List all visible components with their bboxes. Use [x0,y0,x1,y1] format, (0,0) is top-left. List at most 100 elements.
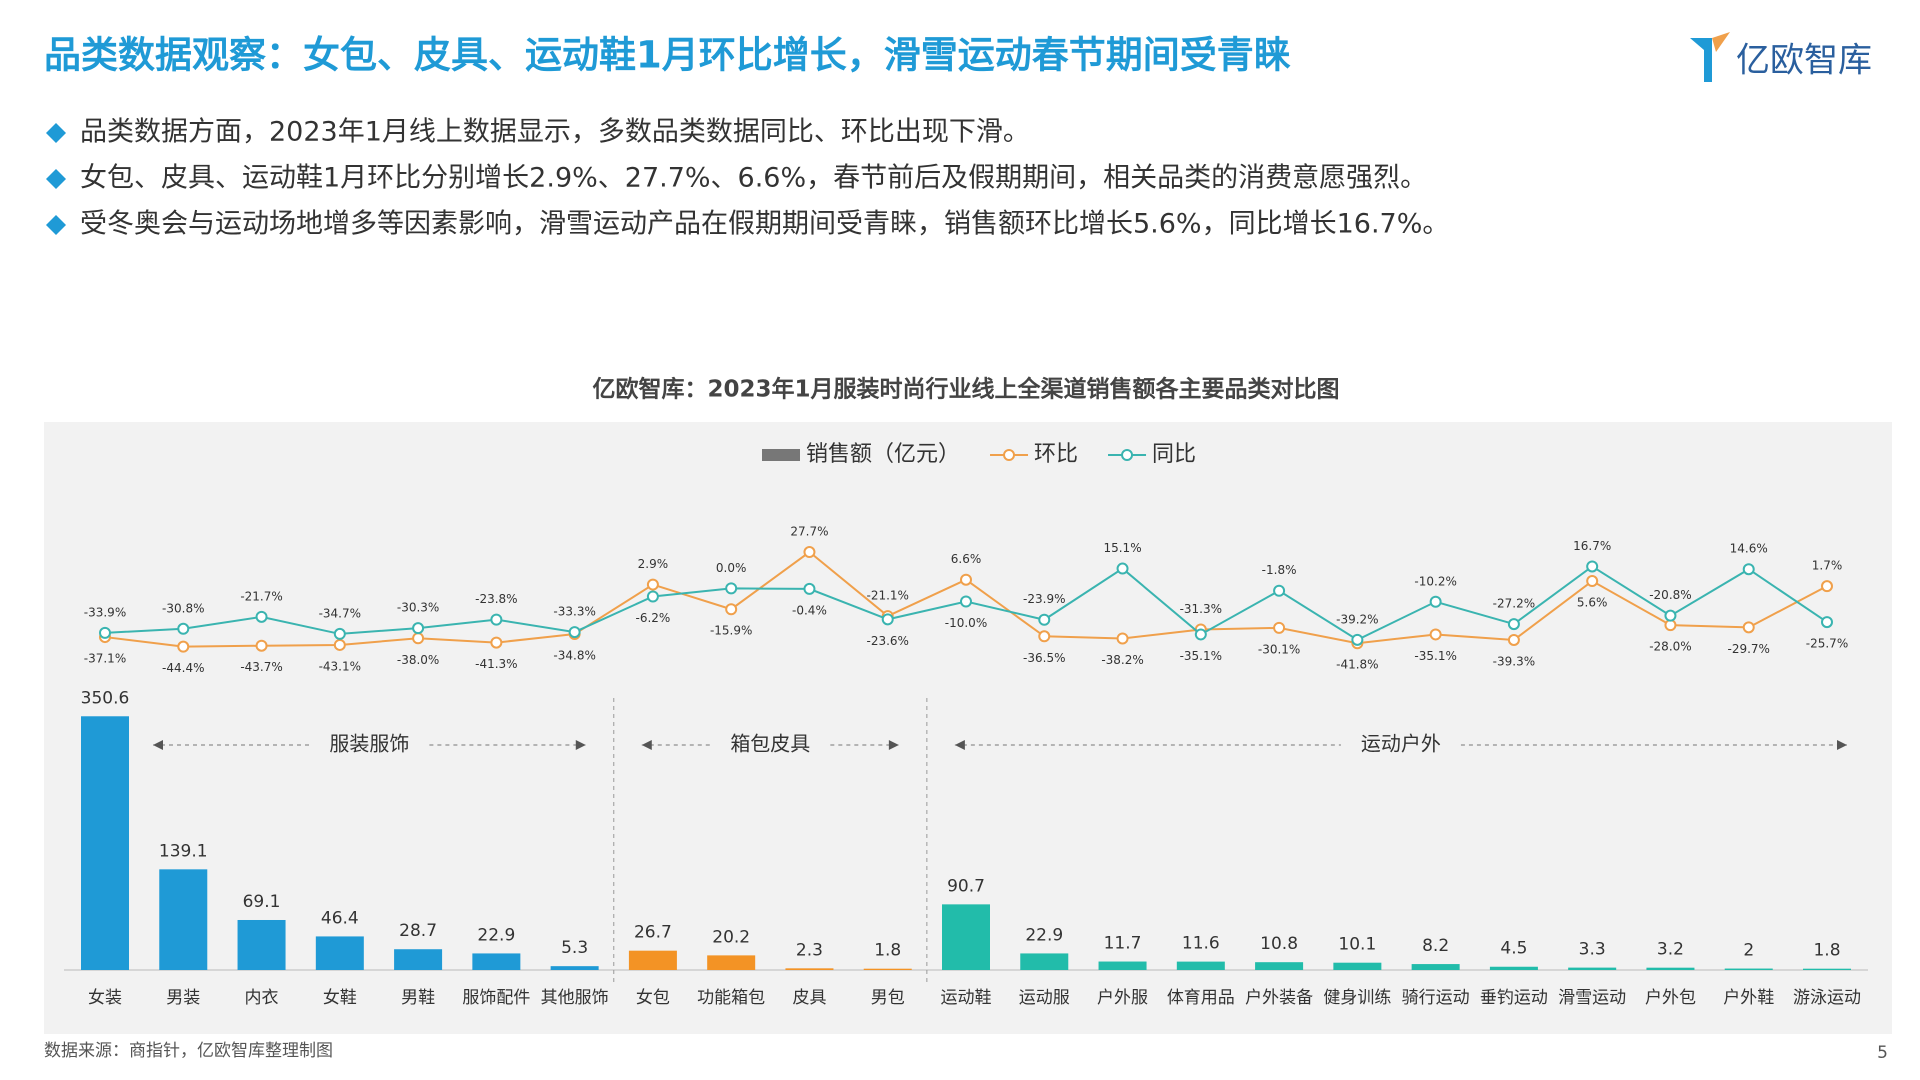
point-label: -10.0% [945,616,987,630]
point-label: -30.1% [1258,642,1300,656]
point-label: -1.8% [1262,563,1297,577]
line-point [960,573,972,586]
line-point [803,546,816,559]
x-tick-label: 其他服饰 [541,988,609,1008]
line-point [177,640,190,653]
x-tick-label: 户外装备 [1245,988,1313,1008]
line-point [255,610,268,623]
group-label: 运动户外 [1361,732,1441,756]
legend-label: 同比 [1152,442,1196,467]
logo: 亿欧智库 [1690,32,1872,82]
line-point [1742,621,1755,634]
point-label: -30.3% [397,601,439,615]
line-point [412,632,425,645]
point-label: 6.6% [951,552,982,566]
bar-label: 90.7 [947,876,985,896]
arrow-head [153,740,163,750]
bar-label: 350.6 [81,688,130,708]
line-point [412,622,425,635]
point-label: -27.2% [1493,597,1535,611]
x-tick-label: 户外包 [1645,988,1696,1008]
bar [394,949,443,970]
point-label: -20.8% [1649,588,1691,602]
bar [1255,962,1304,970]
x-tick-label: 骑行运动 [1402,988,1470,1008]
bar [707,955,756,970]
line-point [490,613,503,626]
arrow-head [641,740,652,750]
x-tick-label: 内衣 [245,988,279,1008]
line-point [1429,595,1442,608]
line-point [1038,630,1051,643]
bar [942,904,990,970]
line-point [1273,621,1286,634]
line-point [1507,633,1520,646]
bar [1568,967,1617,970]
point-label: 15.1% [1103,541,1141,555]
legend-swatch [1121,449,1134,461]
point-label: -38.2% [1101,653,1143,667]
bar [1333,962,1382,970]
point-label: -39.2% [1336,612,1378,626]
bar-label: 11.7 [1104,934,1142,954]
bar-label: 20.2 [712,927,750,947]
legend-swatch [762,449,800,461]
point-label: -41.3% [475,657,517,671]
bar-label: 69.1 [243,892,281,912]
bar-label: 3.3 [1579,940,1606,960]
logo-text: 亿欧智库 [1736,41,1872,81]
bar-label: 139.1 [159,841,208,861]
line-point [1507,618,1520,631]
line-point [646,590,659,603]
bar [628,950,677,970]
bar-label: 8.2 [1422,936,1449,956]
bar [1176,961,1225,970]
point-label: 2.9% [638,557,669,571]
point-label: -38.0% [397,653,439,667]
point-label: -34.7% [319,606,361,620]
bullet-icon [46,169,66,189]
point-label: -28.0% [1649,640,1691,654]
point-label: -34.8% [553,649,595,663]
bar-label: 2.3 [796,940,823,960]
bar [785,968,834,970]
bar-label: 22.9 [477,925,515,945]
bar [1411,964,1460,970]
x-tick-label: 户外鞋 [1723,988,1774,1008]
bar-label: 1.8 [1813,941,1840,961]
line-point [803,582,816,595]
line-point [568,626,581,639]
bar [1489,966,1538,970]
x-tick-label: 男鞋 [401,988,435,1008]
point-label: -44.4% [162,661,204,675]
bullet-icon [46,123,66,143]
x-tick-label: 女包 [636,988,670,1008]
point-label: -35.1% [1180,649,1222,663]
bar [159,869,208,970]
line-point [255,639,268,652]
point-label: -39.3% [1493,654,1535,668]
point-label: -33.3% [553,605,595,619]
x-tick-label: 滑雪运动 [1558,988,1626,1008]
x-tick-label: 皮具 [792,988,826,1008]
point-label: -21.1% [867,589,909,603]
line-point [1429,628,1442,641]
bar [1803,968,1851,970]
line-point [333,627,346,640]
point-label: -25.7% [1806,637,1848,651]
arrow-head [575,740,586,750]
bar-label: 10.1 [1338,935,1376,955]
point-label: -23.6% [867,634,909,648]
bar [1646,967,1695,970]
bar-label: 11.6 [1182,934,1220,954]
legend-swatch [1003,449,1016,461]
chart-title: 亿欧智库：2023年1月服装时尚行业线上全渠道销售额各主要品类对比图 [592,376,1339,403]
line-point [1586,560,1599,573]
bar-label: 10.8 [1260,934,1298,954]
bullet-text: 品类数据方面，2023年1月线上数据显示，多数品类数据同比、环比出现下滑。 [80,117,1030,148]
legend-label: 环比 [1034,442,1078,467]
bar [1020,953,1069,970]
bar-label: 4.5 [1500,939,1527,959]
title: 品类数据观察：女包、皮具、运动鞋1月环比增长，滑雪运动春节期间受青睐 [44,34,1291,77]
